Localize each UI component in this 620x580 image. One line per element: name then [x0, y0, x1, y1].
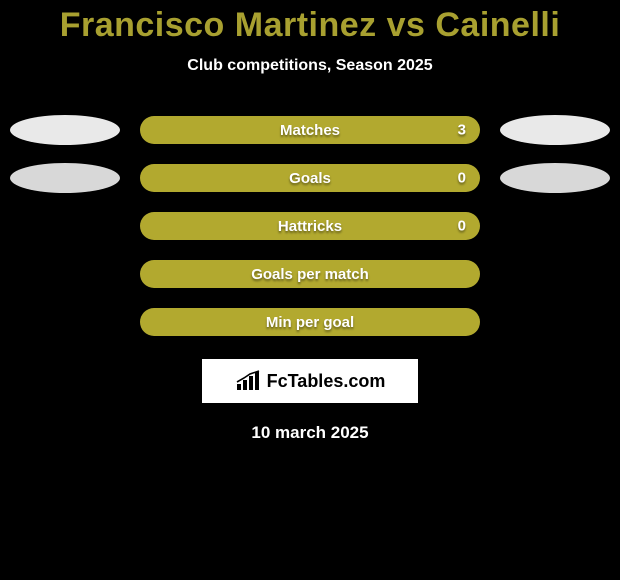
- stat-label: Matches: [280, 122, 340, 139]
- stat-bar: Hattricks 0: [140, 212, 480, 240]
- stat-row-hattricks: Hattricks 0: [0, 211, 620, 241]
- stat-row-goals-per-match: Goals per match: [0, 259, 620, 289]
- stat-label: Goals: [289, 170, 331, 187]
- right-ellipse: [500, 163, 610, 193]
- left-ellipse: [10, 115, 120, 145]
- brand-text: FcTables.com: [267, 371, 386, 392]
- stat-value: 3: [458, 122, 466, 139]
- stat-row-matches: Matches 3: [0, 115, 620, 145]
- stat-bar: Matches 3: [140, 116, 480, 144]
- date-label: 10 march 2025: [0, 423, 620, 443]
- stat-row-min-per-goal: Min per goal: [0, 307, 620, 337]
- stat-bar: Goals per match: [140, 260, 480, 288]
- stat-rows: Matches 3 Goals 0 Hattricks 0 Goals: [0, 115, 620, 337]
- stat-value: 0: [458, 170, 466, 187]
- stat-row-goals: Goals 0: [0, 163, 620, 193]
- page-subtitle: Club competitions, Season 2025: [0, 57, 620, 75]
- bar-chart-icon: [235, 370, 261, 392]
- stat-bar: Min per goal: [140, 308, 480, 336]
- side-spacer: [500, 259, 610, 289]
- stat-label: Min per goal: [266, 314, 354, 331]
- side-spacer: [500, 211, 610, 241]
- side-spacer: [10, 211, 120, 241]
- stat-value: 0: [458, 218, 466, 235]
- side-spacer: [10, 259, 120, 289]
- side-spacer: [500, 307, 610, 337]
- stats-comparison-card: Francisco Martinez vs Cainelli Club comp…: [0, 0, 620, 580]
- left-ellipse: [10, 163, 120, 193]
- page-title: Francisco Martinez vs Cainelli: [0, 0, 620, 45]
- stat-bar: Goals 0: [140, 164, 480, 192]
- right-ellipse: [500, 115, 610, 145]
- stat-label: Hattricks: [278, 218, 342, 235]
- brand-badge: FcTables.com: [202, 359, 418, 403]
- side-spacer: [10, 307, 120, 337]
- stat-label: Goals per match: [251, 266, 369, 283]
